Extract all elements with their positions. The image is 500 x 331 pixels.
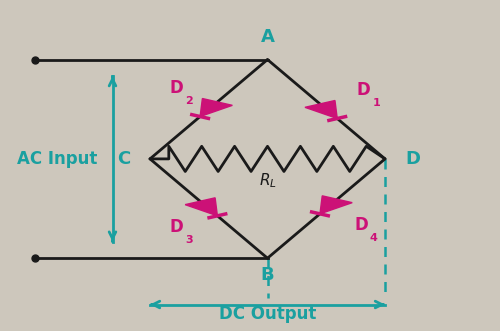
Text: AC Input: AC Input [18, 150, 98, 168]
Text: $R_L$: $R_L$ [258, 171, 276, 190]
Polygon shape [320, 196, 352, 214]
Text: 1: 1 [372, 98, 380, 108]
Text: 3: 3 [185, 235, 192, 245]
Text: B: B [260, 266, 274, 284]
Text: D: D [356, 81, 370, 99]
Text: D: D [405, 150, 420, 168]
Polygon shape [305, 101, 337, 118]
Text: D: D [354, 216, 368, 234]
Text: DC Output: DC Output [219, 305, 316, 323]
Text: D: D [170, 79, 183, 97]
Text: D: D [170, 218, 183, 236]
Text: A: A [260, 28, 274, 46]
Text: C: C [117, 150, 130, 168]
Polygon shape [185, 198, 218, 216]
Polygon shape [200, 99, 232, 117]
Text: 4: 4 [370, 233, 378, 243]
Text: 2: 2 [185, 96, 192, 106]
